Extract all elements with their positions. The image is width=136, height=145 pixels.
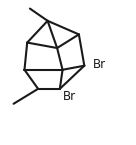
Text: Br: Br — [92, 58, 106, 71]
Text: Br: Br — [63, 90, 76, 104]
